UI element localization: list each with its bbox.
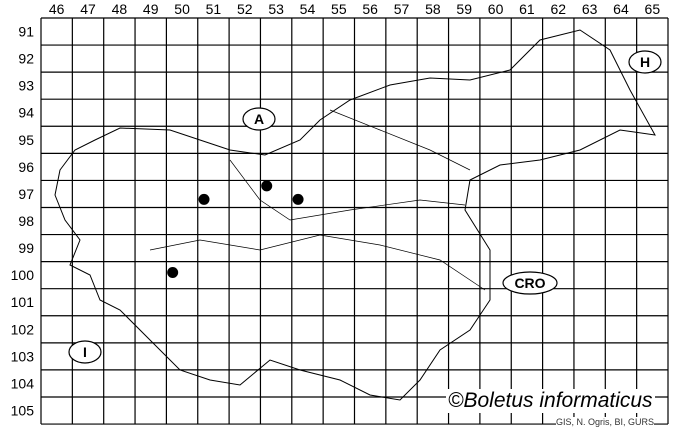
column-label: 46 bbox=[49, 1, 65, 17]
row-label: 102 bbox=[11, 321, 35, 337]
country-label-austria: A bbox=[242, 107, 276, 131]
row-label: 97 bbox=[18, 186, 34, 202]
column-label: 55 bbox=[331, 1, 347, 17]
svg-text:I: I bbox=[83, 344, 87, 360]
column-label: 48 bbox=[112, 1, 128, 17]
river bbox=[149, 234, 486, 291]
column-label: 47 bbox=[80, 1, 96, 17]
column-label: 53 bbox=[268, 1, 284, 17]
column-label: 56 bbox=[362, 1, 378, 17]
column-label: 58 bbox=[425, 1, 441, 17]
record-dot bbox=[167, 266, 179, 278]
column-label: 64 bbox=[613, 1, 629, 17]
river bbox=[229, 159, 466, 221]
svg-text:A: A bbox=[254, 111, 264, 127]
column-label: 60 bbox=[488, 1, 504, 17]
row-label: 93 bbox=[18, 78, 34, 94]
column-label: 52 bbox=[237, 1, 253, 17]
row-label: 92 bbox=[18, 51, 34, 67]
column-label: 49 bbox=[143, 1, 159, 17]
column-label: 51 bbox=[206, 1, 222, 17]
record-dot bbox=[261, 180, 273, 192]
row-label: 95 bbox=[18, 132, 34, 148]
row-label: 103 bbox=[11, 348, 35, 364]
row-label: 99 bbox=[18, 240, 34, 256]
row-label: 101 bbox=[11, 294, 35, 310]
svg-text:H: H bbox=[640, 54, 650, 70]
row-label: 104 bbox=[11, 375, 35, 391]
record-dot bbox=[198, 193, 210, 205]
row-label: 98 bbox=[18, 213, 34, 229]
country-label-hungary: H bbox=[628, 50, 662, 74]
row-label: 94 bbox=[18, 105, 34, 121]
country-label-italy: I bbox=[68, 340, 102, 364]
column-label: 62 bbox=[550, 1, 566, 17]
record-dot bbox=[292, 193, 304, 205]
column-label: 57 bbox=[394, 1, 410, 17]
column-label: 54 bbox=[300, 1, 316, 17]
country-label-croatia: CRO bbox=[502, 271, 558, 295]
column-label: 59 bbox=[456, 1, 472, 17]
svg-text:CRO: CRO bbox=[514, 275, 545, 291]
column-label: 65 bbox=[645, 1, 661, 17]
copyright-credit: ©Boletus informaticus bbox=[446, 389, 655, 413]
column-label: 50 bbox=[174, 1, 190, 17]
column-label: 63 bbox=[582, 1, 598, 17]
country-border bbox=[54, 29, 656, 401]
row-label: 100 bbox=[11, 267, 35, 283]
row-label: 96 bbox=[18, 159, 34, 175]
data-source: GIS, N. Ogris, BI, GURS bbox=[556, 417, 655, 427]
row-label: 105 bbox=[11, 403, 35, 419]
column-label: 61 bbox=[519, 1, 535, 17]
row-label: 91 bbox=[18, 24, 34, 40]
